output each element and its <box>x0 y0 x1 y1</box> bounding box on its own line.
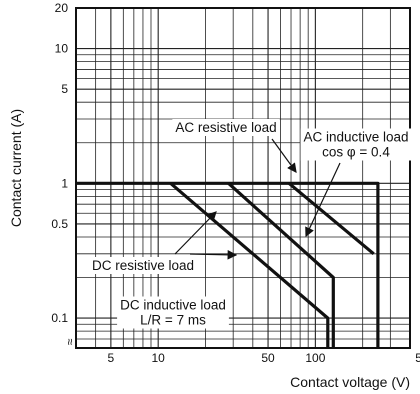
x-tick-label: 100 <box>305 351 325 365</box>
y-tick-label: 0.1 <box>51 311 68 325</box>
x-tick-label: 10 <box>152 351 166 365</box>
x-axis-title: Contact voltage (V) <box>290 374 410 390</box>
label-text: cos φ = 0.4 <box>322 145 390 160</box>
label-text: DC resistive load <box>92 258 194 273</box>
label-background <box>117 296 229 329</box>
plot-frame <box>75 7 411 349</box>
y-axis-title: Contact current (A) <box>8 109 24 227</box>
grid <box>76 8 410 348</box>
label-text: AC inductive load <box>303 130 408 145</box>
ac-resistive-line <box>76 181 380 348</box>
y-tick-label: 20 <box>55 1 69 15</box>
leader-arrow <box>271 138 297 173</box>
tick-labels: 5 10 50 100 500 20 10 5 1 0.5 0.1 <box>51 1 420 365</box>
y-tick-label: 0.5 <box>51 217 68 231</box>
label-background <box>88 257 198 274</box>
label-dc-resistive: DC resistive load <box>88 257 198 274</box>
leader-arrow <box>174 211 217 255</box>
dc-resistive-line <box>227 182 335 348</box>
y-tick-label: 5 <box>61 82 68 96</box>
leader-arrow <box>189 250 238 260</box>
axis-break-mark: ≈ <box>63 338 77 345</box>
dc-inductive-line <box>169 182 330 348</box>
x-tick-label: 50 <box>261 351 275 365</box>
y-tick-label: 1 <box>61 176 68 190</box>
label-text: AC resistive load <box>175 120 276 135</box>
x-tick-label: 5 <box>108 351 115 365</box>
x-tick-label: 500 <box>415 351 420 365</box>
ac-inductive-line <box>287 182 375 256</box>
label-ac-resistive: AC resistive load <box>172 119 280 136</box>
series <box>76 181 380 348</box>
leader-arrow <box>305 162 341 238</box>
label-background <box>172 119 280 136</box>
label-text: L/R = 7 ms <box>140 313 206 328</box>
label-background <box>300 128 412 161</box>
label-text: DC inductive load <box>120 298 226 313</box>
y-tick-label: 10 <box>55 42 69 56</box>
